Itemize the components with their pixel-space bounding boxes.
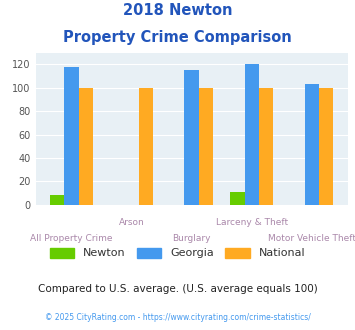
Bar — [64, 67, 79, 205]
Text: 2018 Newton: 2018 Newton — [123, 3, 232, 18]
Text: Property Crime Comparison: Property Crime Comparison — [63, 30, 292, 45]
Text: Motor Vehicle Theft: Motor Vehicle Theft — [268, 234, 355, 243]
Bar — [230, 192, 245, 205]
Bar — [319, 88, 333, 205]
Bar — [50, 195, 64, 205]
Text: Larceny & Theft: Larceny & Theft — [216, 218, 288, 227]
Bar — [305, 84, 319, 205]
Bar — [79, 88, 93, 205]
Text: Compared to U.S. average. (U.S. average equals 100): Compared to U.S. average. (U.S. average … — [38, 284, 317, 294]
Text: © 2025 CityRating.com - https://www.cityrating.com/crime-statistics/: © 2025 CityRating.com - https://www.city… — [45, 314, 310, 322]
Text: Burglary: Burglary — [173, 234, 211, 243]
Bar — [185, 70, 199, 205]
Bar — [259, 88, 273, 205]
Bar — [199, 88, 213, 205]
Text: Arson: Arson — [119, 218, 144, 227]
Bar — [245, 64, 259, 205]
Bar — [139, 88, 153, 205]
Legend: Newton, Georgia, National: Newton, Georgia, National — [45, 243, 310, 263]
Text: All Property Crime: All Property Crime — [30, 234, 113, 243]
